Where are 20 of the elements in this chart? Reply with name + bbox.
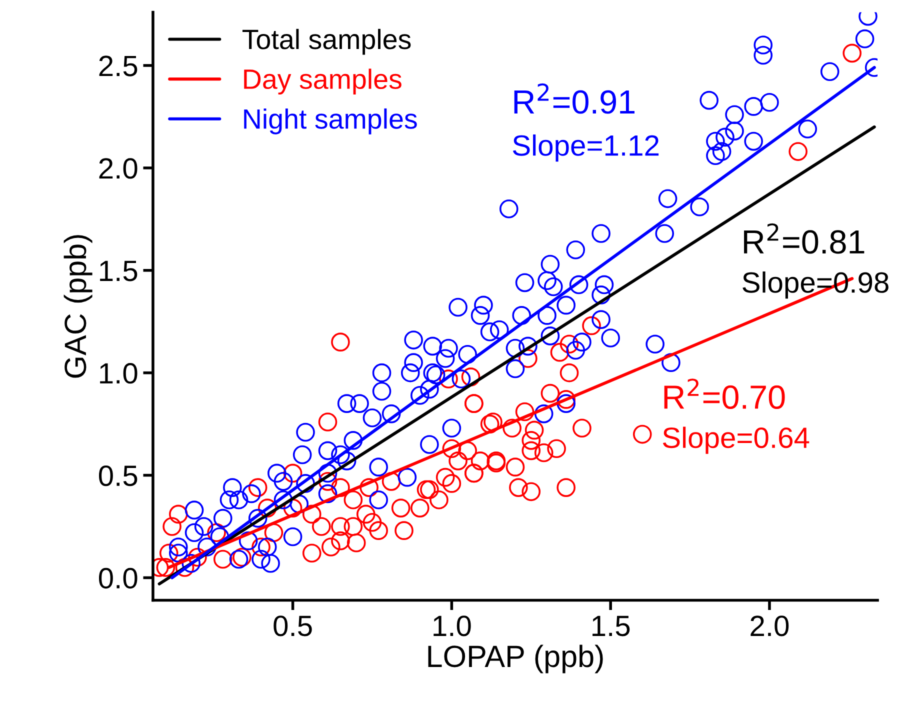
y-axis-title: GAC (ppb) (64, 235, 92, 378)
annotation: R$^{2}$=0.81 (744, 223, 864, 254)
x-tick-label: 2.0 (750, 616, 789, 636)
y-tick-label: 1.0 (100, 363, 138, 384)
x-tick-label: 1.0 (434, 616, 471, 636)
x-tick-label: 1.5 (592, 616, 630, 636)
annotation: R$^{2}$=0.70 (664, 378, 785, 410)
y-tick-label: 1.5 (100, 260, 138, 282)
x-tick-label: 0.5 (274, 616, 312, 636)
y-tick-label: 0.5 (98, 465, 138, 486)
annotation: Slope=1.12 (512, 134, 659, 162)
legend-label: Night samples (244, 108, 417, 134)
y-tick-label: 2.5 (99, 56, 138, 76)
annotation: Slope=0.64 (662, 426, 810, 454)
y-tick-label: 2.0 (99, 158, 138, 179)
y-tick-label: 0.0 (98, 568, 138, 589)
annotation: R$^{2}$=0.91 (514, 83, 634, 114)
x-axis-title: LOPAP (ppb) (428, 644, 603, 674)
legend-label: Day samples (244, 68, 402, 95)
legend-label: Total samples (242, 28, 411, 55)
